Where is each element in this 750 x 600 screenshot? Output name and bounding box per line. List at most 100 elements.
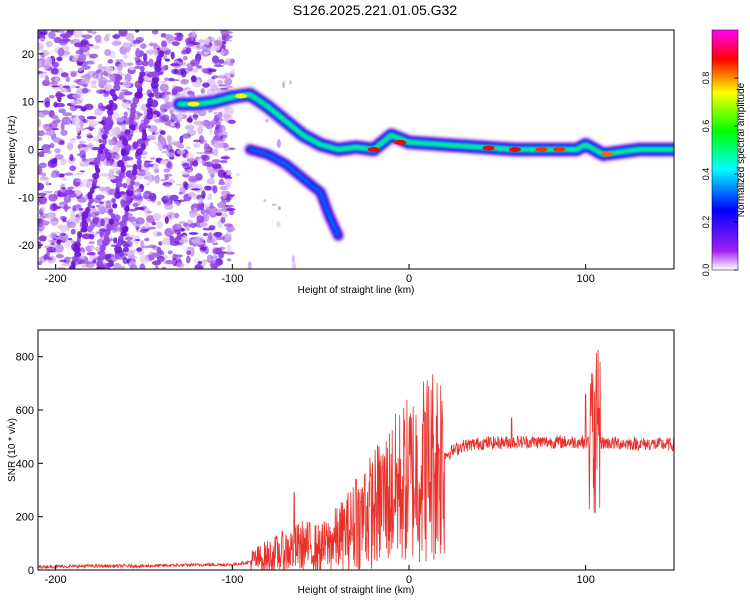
noise-blob xyxy=(112,145,121,153)
noise-blob xyxy=(134,191,139,195)
noise-blob xyxy=(90,84,98,89)
noise-blob xyxy=(213,111,219,114)
noise-blob xyxy=(169,236,175,243)
x-tick-label: -200 xyxy=(45,574,67,586)
noise-blob xyxy=(276,139,281,148)
noise-blob xyxy=(151,30,159,35)
noise-blob xyxy=(204,185,212,191)
ridge-hotspot xyxy=(394,139,407,145)
noise-blob xyxy=(175,262,185,268)
noise-blob xyxy=(225,85,234,89)
snr-x-ticks: -200 -100 0 100 xyxy=(45,565,595,586)
noise-blob xyxy=(111,127,122,136)
noise-blob xyxy=(63,32,72,38)
noise-blob xyxy=(70,228,76,235)
noise-blob xyxy=(88,53,99,59)
noise-streak xyxy=(139,65,145,72)
noise-blob xyxy=(129,259,136,264)
noise-blob xyxy=(187,219,194,224)
y-tick-label: 200 xyxy=(16,512,34,524)
noise-blob xyxy=(110,133,116,137)
noise-blob xyxy=(56,56,63,62)
noise-blob xyxy=(86,252,96,256)
noise-blob xyxy=(227,258,232,262)
noise-blob xyxy=(170,79,181,82)
colorbar-tick-label: 0.0 xyxy=(701,264,711,277)
noise-blob xyxy=(92,217,100,224)
noise-streak xyxy=(151,76,160,83)
noise-blob xyxy=(62,112,73,117)
noise-blob xyxy=(44,75,49,84)
noise-streak xyxy=(117,235,124,244)
noise-blob xyxy=(148,163,154,167)
noise-blob xyxy=(69,153,74,161)
noise-blob xyxy=(139,228,148,233)
noise-blob xyxy=(218,84,227,87)
noise-blob xyxy=(55,102,66,108)
noise-blob xyxy=(188,191,196,198)
noise-blob xyxy=(213,121,222,125)
noise-blob xyxy=(79,170,86,173)
noise-blob xyxy=(282,81,286,89)
noise-blob xyxy=(202,227,213,231)
noise-blob xyxy=(114,214,121,222)
ridge-hotspot xyxy=(187,101,200,107)
noise-blob xyxy=(77,66,84,72)
noise-blob xyxy=(110,244,118,247)
noise-blob xyxy=(213,140,224,149)
ridge-hotspot xyxy=(509,147,521,152)
noise-blob xyxy=(122,242,130,248)
noise-streak xyxy=(121,149,127,157)
noise-blob xyxy=(104,151,112,161)
noise-blob xyxy=(132,141,139,150)
noise-blob xyxy=(222,131,229,139)
noise-blob xyxy=(61,262,71,267)
noise-blob xyxy=(163,168,170,173)
noise-blob xyxy=(224,58,231,65)
noise-blob xyxy=(207,170,218,174)
noise-blob xyxy=(224,204,235,208)
noise-blob xyxy=(54,236,61,240)
noise-blob xyxy=(79,120,84,128)
noise-blob xyxy=(77,80,87,85)
noise-streak xyxy=(141,127,147,135)
noise-blob xyxy=(47,256,53,261)
noise-blob xyxy=(100,173,110,177)
noise-blob xyxy=(58,38,69,46)
noise-blob xyxy=(197,260,203,265)
noise-blob xyxy=(166,180,175,183)
noise-blob xyxy=(48,94,55,99)
noise-blob xyxy=(180,49,188,55)
noise-streak xyxy=(102,137,107,146)
noise-blob xyxy=(38,195,48,205)
noise-streak xyxy=(99,244,106,252)
noise-blob xyxy=(38,38,45,41)
noise-blob xyxy=(59,232,66,237)
noise-blob xyxy=(180,78,189,85)
x-tick-label: 100 xyxy=(576,574,594,586)
noise-blob xyxy=(170,51,175,60)
noise-blob xyxy=(78,207,84,211)
noise-blob xyxy=(164,203,174,210)
noise-streak xyxy=(108,208,114,214)
noise-blob xyxy=(153,118,161,123)
noise-streak xyxy=(96,260,104,268)
noise-streak xyxy=(115,175,123,183)
noise-blob xyxy=(38,151,45,158)
noise-streak xyxy=(132,163,138,171)
noise-blob xyxy=(85,127,95,130)
noise-streak xyxy=(113,79,121,86)
noise-blob xyxy=(263,199,267,203)
noise-blob xyxy=(213,39,222,47)
noise-blob xyxy=(161,266,167,269)
noise-streak xyxy=(101,133,108,140)
noise-blob xyxy=(139,255,150,264)
noise-blob xyxy=(103,79,113,83)
noise-blob xyxy=(138,196,144,199)
noise-blob xyxy=(62,177,67,181)
noise-blob xyxy=(214,129,223,137)
noise-streak xyxy=(125,189,134,197)
noise-blob xyxy=(193,207,198,212)
noise-blob xyxy=(41,144,51,154)
noise-blob xyxy=(92,72,99,79)
